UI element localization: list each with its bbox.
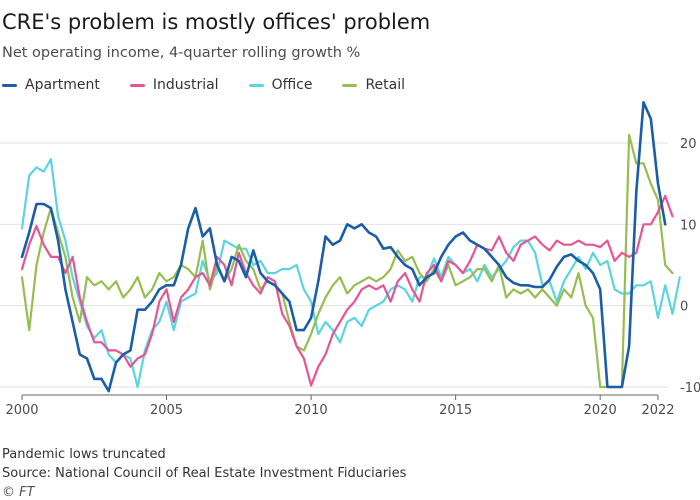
footnote-pandemic: Pandemic lows truncated [2, 447, 166, 462]
x-tick-label: 2005 [150, 403, 183, 418]
credit-ft: © FT [2, 485, 35, 500]
legend-item-apartment: Apartment [2, 77, 100, 93]
series-line-office [20, 158, 681, 389]
x-tick-label: 2015 [439, 403, 472, 418]
y-tick-label: 10 [680, 218, 697, 233]
legend-label-industrial: Industrial [152, 77, 219, 93]
legend-swatch-apartment [2, 83, 17, 87]
source-note: Source: National Council of Real Estate … [2, 466, 407, 481]
x-tick-label: 2010 [295, 403, 328, 418]
legend-label-retail: Retail [365, 77, 406, 93]
x-tick-label: 2020 [584, 403, 617, 418]
legend-item-retail: Retail [342, 77, 405, 93]
x-tick-label: 2000 [5, 403, 38, 418]
series-line-industrial [20, 194, 674, 387]
y-tick-label: 20 [680, 137, 697, 152]
series-line-apartment [20, 100, 667, 393]
legend-swatch-retail [342, 83, 358, 87]
chart-title: CRE's problem is mostly offices' problem [2, 10, 431, 34]
series-line-retail [20, 133, 674, 389]
x-tick-label: 2022 [641, 403, 674, 418]
legend-label-office: Office [271, 77, 313, 93]
legend-swatch-office [248, 83, 264, 87]
legend-item-industrial: Industrial [129, 77, 219, 93]
y-tick-label: 0 [680, 300, 688, 315]
legend: Apartment Industrial Office Retail [2, 77, 435, 93]
chart-subtitle: Net operating income, 4-quarter rolling … [2, 45, 361, 61]
legend-swatch-industrial [129, 83, 145, 87]
legend-label-apartment: Apartment [25, 77, 100, 93]
y-tick-label: -10 [680, 381, 700, 396]
legend-item-office: Office [248, 77, 313, 93]
